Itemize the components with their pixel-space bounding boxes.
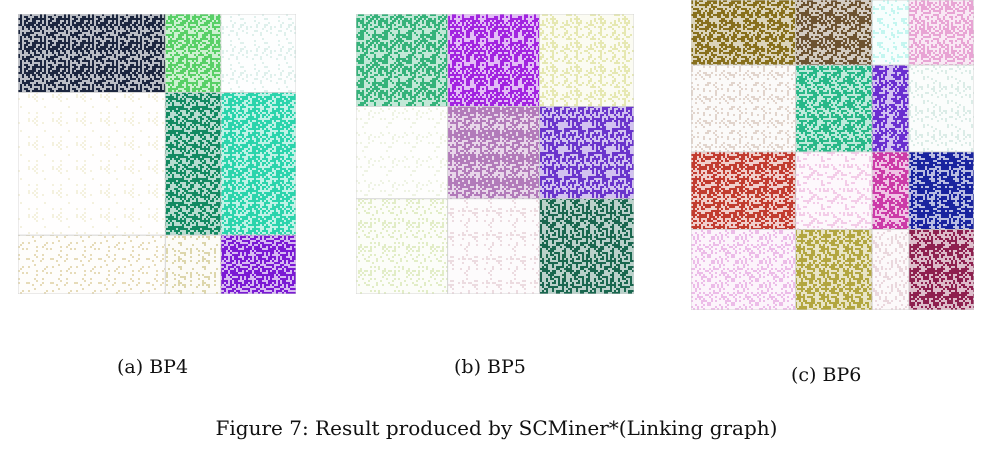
bp4-block-matrix xyxy=(18,14,296,294)
matrix-block xyxy=(539,198,634,294)
matrix-block xyxy=(539,106,634,199)
matrix-block-tint xyxy=(539,106,634,200)
matrix-block-tint xyxy=(908,228,974,310)
matrix-block xyxy=(220,92,296,236)
matrix-block xyxy=(795,65,873,152)
matrix-block-tint xyxy=(871,0,910,66)
matrix-block xyxy=(165,235,221,294)
matrix-block-tint xyxy=(164,234,222,294)
matrix-block-tint xyxy=(795,0,873,66)
panel-bp5 xyxy=(356,14,634,294)
matrix-block xyxy=(795,0,873,66)
matrix-block xyxy=(872,229,909,310)
panel-bp6 xyxy=(691,0,974,310)
matrix-block-tint xyxy=(908,64,974,153)
matrix-block-tint xyxy=(539,14,634,107)
matrix-block xyxy=(447,106,540,199)
matrix-block-tint xyxy=(18,92,166,236)
matrix-block-tint xyxy=(795,228,873,310)
matrix-block-tint xyxy=(220,14,296,93)
figure-caption: Figure 7: Result produced by SCMiner*(Li… xyxy=(215,416,778,440)
bp5-block-matrix xyxy=(356,14,634,294)
bp6-block-matrix xyxy=(691,0,974,310)
matrix-block xyxy=(356,14,448,107)
matrix-block-tint xyxy=(220,234,296,294)
matrix-block xyxy=(356,106,448,199)
matrix-block-tint xyxy=(356,106,449,200)
matrix-block-tint xyxy=(908,0,974,66)
matrix-block xyxy=(165,14,221,93)
matrix-block xyxy=(356,198,448,294)
matrix-block xyxy=(795,151,873,230)
matrix-block xyxy=(220,235,296,294)
caption-bp4: (a) BP4 xyxy=(117,356,189,378)
caption-bp5: (b) BP5 xyxy=(454,356,526,378)
matrix-block-tint xyxy=(447,106,540,200)
matrix-block-tint xyxy=(18,14,166,93)
matrix-block-tint xyxy=(691,0,797,66)
matrix-block xyxy=(872,65,909,152)
matrix-block xyxy=(220,14,296,93)
matrix-block-tint xyxy=(356,14,449,107)
matrix-block xyxy=(908,151,974,230)
matrix-block xyxy=(908,0,974,66)
matrix-block xyxy=(539,14,634,107)
matrix-block-tint xyxy=(691,64,797,153)
matrix-block xyxy=(447,14,540,107)
matrix-block-tint xyxy=(164,92,222,236)
matrix-block-tint xyxy=(871,64,910,153)
matrix-block-tint xyxy=(871,228,910,310)
matrix-block-tint xyxy=(447,198,540,294)
matrix-block-tint xyxy=(691,151,797,230)
matrix-block xyxy=(18,14,166,93)
matrix-block-tint xyxy=(908,151,974,230)
matrix-block-tint xyxy=(795,64,873,153)
matrix-block-tint xyxy=(356,198,449,294)
matrix-block-tint xyxy=(447,14,540,107)
matrix-block-tint xyxy=(18,234,166,294)
matrix-block xyxy=(691,229,796,310)
matrix-block-tint xyxy=(539,198,634,294)
matrix-block-tint xyxy=(795,151,873,230)
matrix-block xyxy=(872,151,909,230)
matrix-block xyxy=(691,65,796,152)
caption-bp6: (c) BP6 xyxy=(791,364,862,386)
matrix-block xyxy=(795,229,873,310)
matrix-block xyxy=(908,229,974,310)
matrix-block-tint xyxy=(220,92,296,236)
matrix-block xyxy=(691,0,796,66)
matrix-block xyxy=(165,92,221,236)
matrix-block xyxy=(447,198,540,294)
matrix-block xyxy=(908,65,974,152)
matrix-block xyxy=(18,235,166,294)
matrix-block-tint xyxy=(871,151,910,230)
matrix-block xyxy=(18,92,166,236)
matrix-block xyxy=(691,151,796,230)
matrix-block xyxy=(872,0,909,66)
matrix-block-tint xyxy=(164,14,222,93)
matrix-block-tint xyxy=(691,228,797,310)
panel-bp4 xyxy=(18,14,296,294)
